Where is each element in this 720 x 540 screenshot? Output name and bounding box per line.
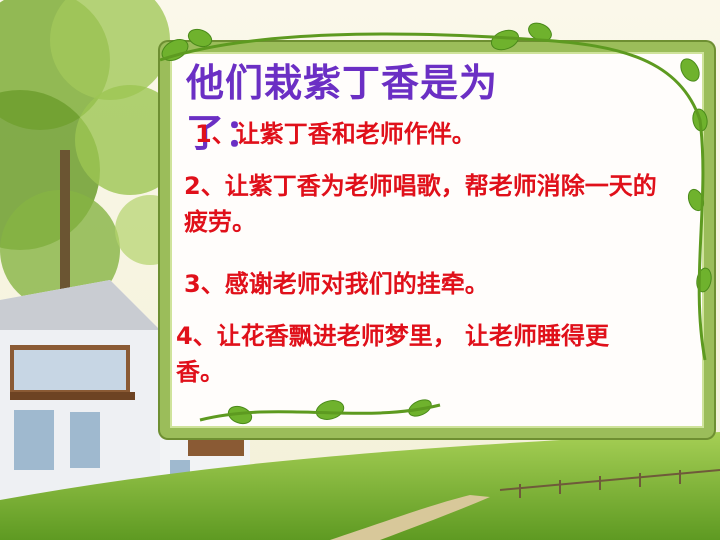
- list-item-2: 2、让紫丁香为老师唱歌，帮老师消除一天的疲劳。: [184, 172, 657, 236]
- path: [330, 495, 490, 540]
- list-item-4: 4、让花香飘进老师梦里， 让老师睡得更香。: [176, 322, 610, 386]
- slide-title: 他们栽紫丁香是为了：: [186, 61, 499, 155]
- list-item-3: 3、感谢老师对我们的挂牵。: [184, 270, 489, 298]
- fence: [499, 469, 720, 498]
- text-panel-frame: [160, 42, 714, 438]
- grass-field: [0, 432, 720, 540]
- list-item-1: 1、让紫丁香和老师作伴。: [195, 120, 476, 148]
